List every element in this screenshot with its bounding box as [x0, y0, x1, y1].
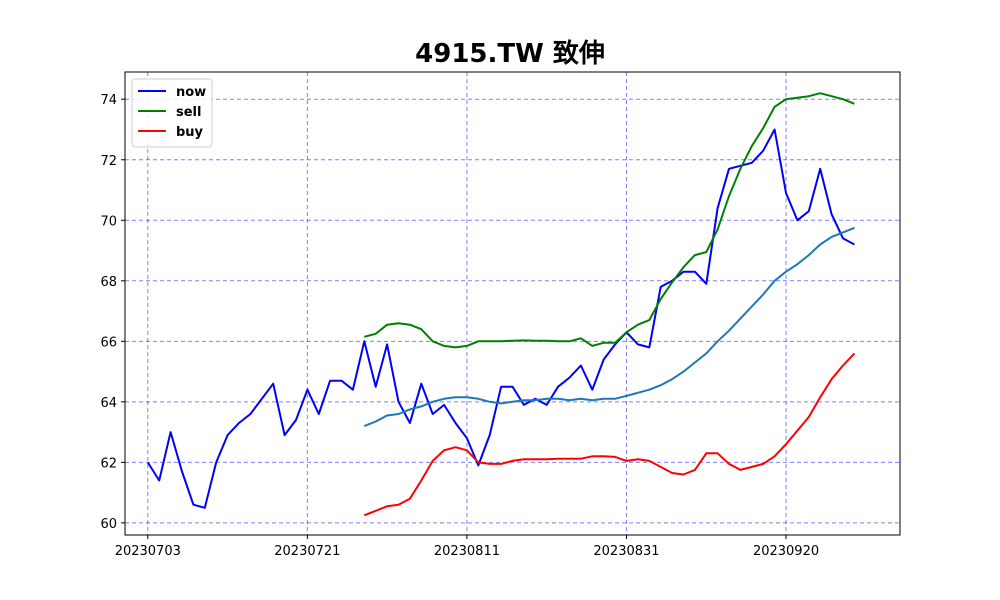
legend-label-now: now: [176, 85, 206, 100]
series-layer: [146, 92, 856, 517]
x-tick-label: 20230703: [115, 544, 181, 559]
legend-label-sell: sell: [176, 105, 201, 120]
x-tick-label: 20230920: [753, 544, 819, 559]
y-tick-label: 66: [100, 335, 117, 350]
x-tick-label: 20230811: [434, 544, 500, 559]
series-line-3: [363, 226, 855, 428]
y-tick-label: 68: [100, 275, 117, 290]
grid-layer: [125, 72, 900, 535]
x-tick-label: 20230721: [274, 544, 340, 559]
series-line-now: [146, 128, 855, 509]
y-axis: 60 62 64 66 68 70 72 74: [100, 93, 125, 532]
y-tick-label: 70: [100, 214, 117, 229]
series-line-sell: [364, 92, 855, 349]
chart-title: 4915.TW 致伸: [415, 38, 605, 69]
y-tick-label: 64: [100, 396, 117, 411]
plot-frame: [124, 71, 901, 536]
series-line-buy: [363, 352, 856, 517]
legend: now sell buy: [131, 78, 213, 148]
y-tick-label: 60: [100, 517, 117, 532]
x-axis: 20230703 20230721 20230811 20230831 20230920: [115, 535, 819, 559]
y-tick-label: 74: [100, 93, 117, 108]
y-tick-label: 72: [100, 154, 117, 169]
x-tick-label: 20230831: [593, 544, 659, 559]
legend-label-buy: buy: [176, 125, 204, 140]
y-tick-label: 62: [100, 456, 117, 471]
